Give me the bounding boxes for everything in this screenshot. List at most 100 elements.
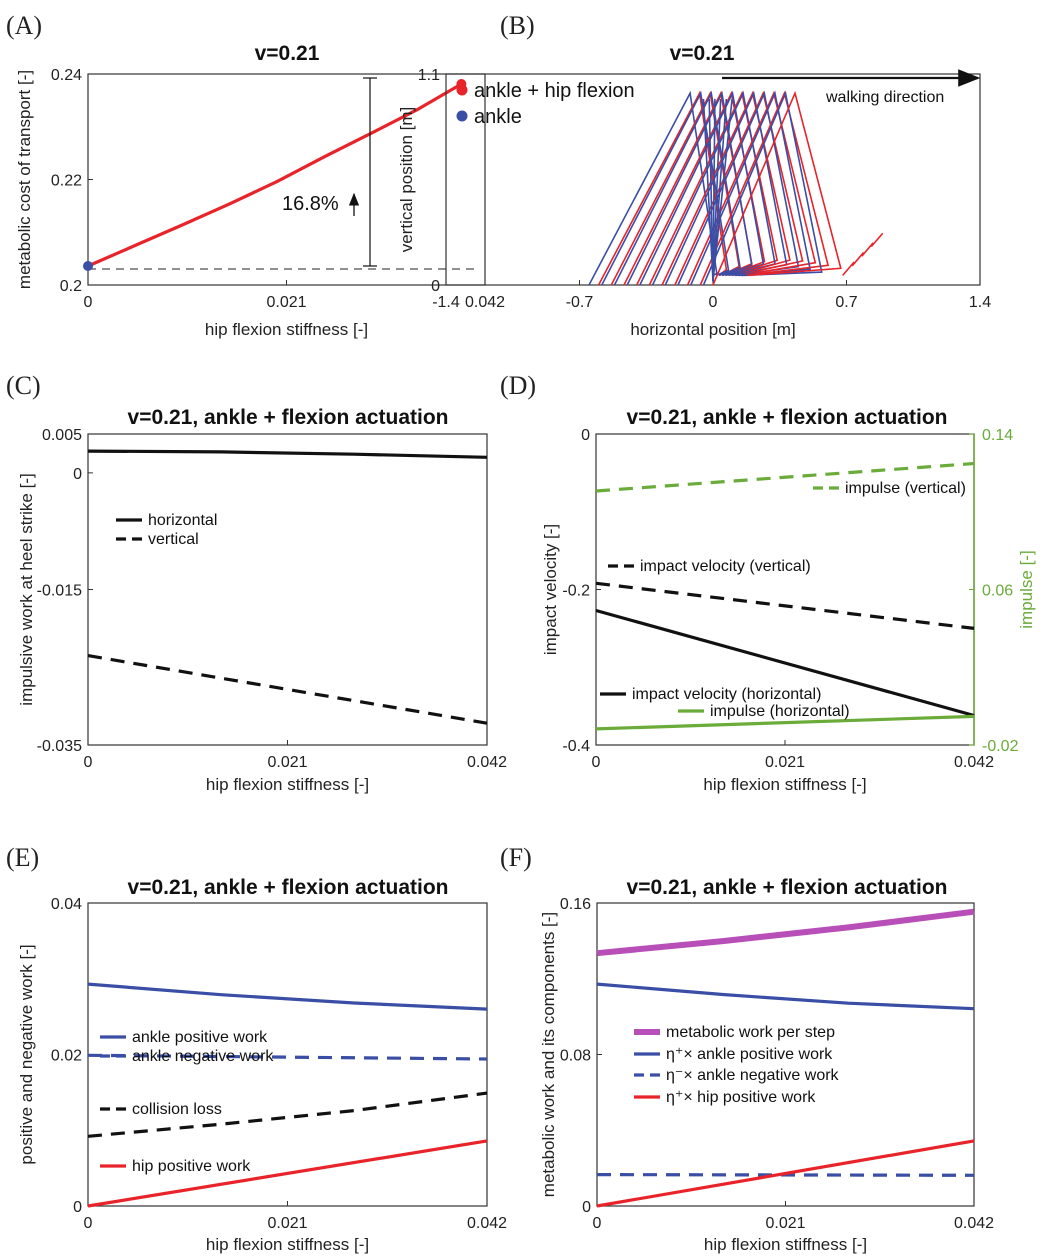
gait-stick (861, 242, 874, 257)
y-tick-label: 0.02 (51, 1048, 82, 1065)
x-tick-label: -0.7 (566, 294, 594, 311)
x-tick-label: 0 (593, 1215, 602, 1232)
series-line-vertical (87, 654, 488, 725)
legend-marker (456, 84, 468, 96)
panel-a-marks: 0 0.021 0.042 0.2 0.22 0.24 hip flexion stiffn… (15, 67, 505, 339)
y-tick-label: 1.1 (418, 67, 440, 84)
series-line (87, 82, 463, 268)
gait-stick (686, 90, 817, 286)
x-axis-label: horizontal position [m] (630, 320, 795, 339)
legend-entry-metabolic-work-per-step: metabolic work per step (666, 1024, 835, 1041)
y-axis-label: impulsive work at heel strike [-] (17, 473, 36, 705)
gait-stick (712, 98, 728, 282)
series-line-ankle-positive-work (596, 982, 975, 1011)
gait-stick (712, 98, 722, 282)
panel-a-title: v=0.21 (255, 42, 320, 65)
legend-marker (456, 110, 468, 122)
x-tick-label: 0 (84, 294, 93, 311)
x-tick-label: 0 (84, 1215, 93, 1232)
y2-tick-label: -0.02 (982, 738, 1019, 755)
y-axis-label: vertical position [m] (397, 107, 416, 253)
gait-stick (588, 90, 718, 286)
y-tick-label: 0.08 (560, 1048, 591, 1065)
x-tick-label: 0.042 (467, 754, 507, 771)
panel-a: (A) v=0.21 0 0.021 0.042 0.2 0.22 0.24 hip fle… (6, 11, 505, 339)
series-line-collision-loss (87, 1091, 488, 1138)
series-line-impulse-vertical (595, 461, 975, 493)
panel-label-b: (B) (500, 11, 535, 40)
legend-entry-hip-positive-work: hip positive work (132, 1158, 251, 1175)
legend-entry-collision-loss: collision loss (132, 1101, 222, 1118)
legend-entry-ankle: ankle (474, 106, 522, 128)
y2-tick-label: 0.14 (982, 427, 1013, 444)
panel-label-f: (F) (500, 843, 532, 872)
legend-entry-hip-positive-work: η⁺× hip positive work (666, 1089, 816, 1106)
panel-d-title: v=0.21, ankle + flexion actuation (627, 406, 948, 429)
legend-entry-ankle-negative-work: ankle negative work (132, 1048, 274, 1065)
legend-entry-impulse-horizontal: impulse (horizontal) (710, 703, 850, 720)
gait-stick (702, 98, 714, 282)
y-tick-label: 0 (431, 278, 440, 295)
gait-stick (712, 98, 733, 282)
series-line-impact-velocity-vertical (595, 581, 975, 630)
x-axis-label: hip flexion stiffness [-] (206, 775, 369, 794)
panel-c-title: v=0.21, ankle + flexion actuation (128, 406, 449, 429)
legend-entry-ankle-hip-flexion: ankle + hip flexion (474, 80, 635, 102)
x-axis-label: hip flexion stiffness [-] (205, 320, 368, 339)
panel-c-axes (87, 433, 488, 746)
legend-entry-ankle-positive-work: ankle positive work (132, 1029, 268, 1046)
x-tick-label: 0.021 (267, 754, 307, 771)
x-tick-label: 0.021 (765, 754, 805, 771)
panel-label-d: (D) (500, 371, 536, 400)
increase-annotation: 16.8% (282, 193, 339, 215)
panel-e-marks: 0 0.021 0.042 0 0.02 0.04 hip flexion stiffnes… (17, 896, 507, 1254)
x-tick-label: 1.4 (969, 294, 991, 311)
legend-entry-ankle-negative-work: η⁻× ankle negative work (666, 1067, 840, 1084)
gait-stick (712, 98, 716, 282)
legend-entry-vertical: vertical (148, 531, 199, 548)
y-axis-label: impact velocity [-] (541, 524, 560, 655)
y-tick-label: 0 (73, 466, 82, 483)
panel-label-e: (E) (6, 843, 39, 872)
y-tick-label: -0.4 (562, 738, 590, 755)
series-line-ankle-negative-work (87, 1053, 488, 1061)
panel-c-marks: 0 0.021 0.042 0.005 0 -0.015 -0.035 hip flexion… (17, 427, 507, 794)
x-tick-label: 0.042 (465, 294, 505, 311)
gait-stick (708, 98, 714, 282)
y-axis-label: metabolic cost of transport [-] (15, 70, 34, 289)
series-line-hip-positive-work (596, 1139, 975, 1208)
x-tick-label: 0.021 (765, 1215, 805, 1232)
gait-stick (639, 90, 765, 286)
panel-f: (F) v=0.21, ankle + flexion actuation 0 0… (500, 843, 994, 1254)
series-line-impact-velocity-horizontal (595, 608, 975, 718)
panel-f-title: v=0.21, ankle + flexion actuation (627, 876, 948, 899)
x-tick-label: 0.021 (267, 1215, 307, 1232)
panel-b-title: v=0.21 (670, 42, 735, 65)
y-tick-label: 0.04 (51, 896, 82, 913)
legend-entry-impact-velocity-vertical: impact velocity (vertical) (640, 558, 811, 575)
panel-d: (D) v=0.21, ankle + flexion actuation 0 0… (500, 371, 1036, 794)
x-axis-label: hip flexion stiffness [-] (704, 1235, 867, 1254)
x-tick-label: 0 (84, 754, 93, 771)
y-tick-label: -0.035 (37, 738, 82, 755)
y-axis-label: positive and negative work [-] (17, 944, 36, 1164)
x-axis-label: hip flexion stiffness [-] (206, 1235, 369, 1254)
panel-label-a: (A) (6, 11, 42, 40)
series-line-horizontal (87, 449, 488, 459)
y-tick-label: 0.24 (51, 67, 82, 84)
gait-stick (661, 90, 791, 286)
y-tick-label: 0.16 (560, 896, 591, 913)
x-tick-label: -1.4 (432, 294, 460, 311)
gait-stick (712, 90, 842, 286)
x-axis-label: hip flexion stiffness [-] (703, 775, 866, 794)
y-axis-label: metabolic work and its components [-] (539, 912, 558, 1197)
x-tick-label: 0.042 (954, 754, 994, 771)
x-tick-label: 0.021 (266, 294, 306, 311)
panel-b: (B) v=0.21 -1.4 -0.7 0 0.7 1.4 0 1.1 horizontal… (397, 11, 991, 339)
y-tick-label: 0 (581, 427, 590, 444)
legend-entry-horizontal: horizontal (148, 512, 217, 529)
y-tick-label: 0.005 (42, 427, 82, 444)
gait-stick (870, 232, 884, 248)
x-tick-label: 0 (592, 754, 601, 771)
